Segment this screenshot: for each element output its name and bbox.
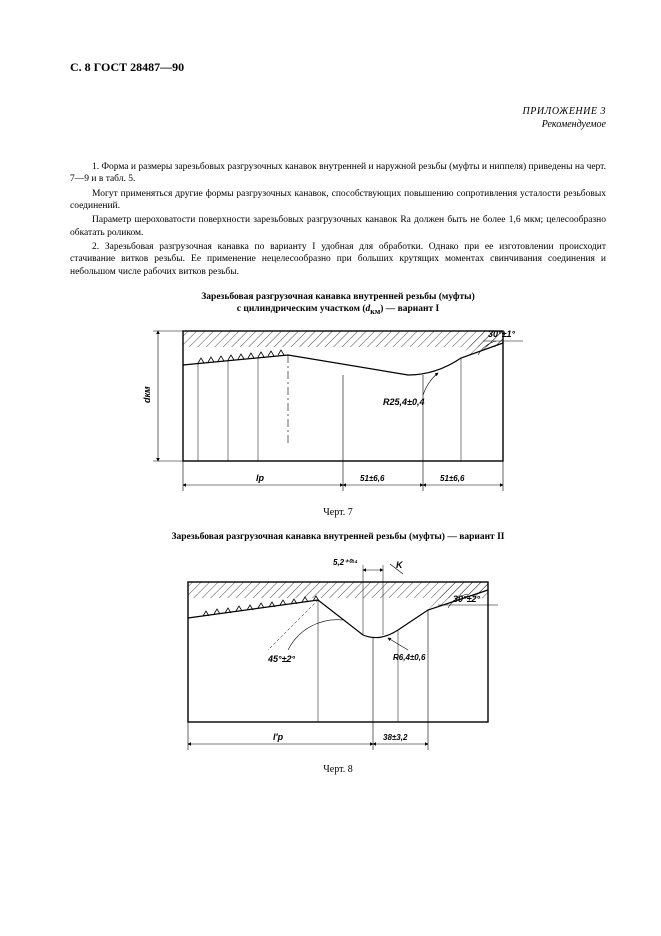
fig7-radius-label: R25,4±0,4	[383, 397, 424, 407]
fig7-cap-line1: Зарезьбовая разгрузочная канавка внутрен…	[201, 292, 474, 302]
figure-8: 5,2⁺⁰¹⁴ K 45°±2° 30°±2° R6,4±0,6 l′p 38±…	[70, 550, 606, 775]
fig7-51a-label: 51±6,6	[360, 474, 385, 483]
para-1: 1. Форма и размеры зарезьбовых разгрузоч…	[70, 161, 606, 186]
fig7-cap-line2c: км	[370, 307, 380, 316]
fig8-top-dim: 5,2⁺⁰¹⁴	[333, 558, 358, 567]
appendix-subtitle: Рекомендуемое	[70, 118, 606, 131]
para-4: 2. Зарезьбовая разгрузочная канавка по в…	[70, 241, 606, 278]
fig8-38: 38±3,2	[383, 733, 408, 742]
figure-7: R25,4±0,4 30°±1° lp 51±6,6 51±6,6	[70, 323, 606, 518]
fig8-k-label: K	[396, 560, 404, 570]
fig7-angle-label: 30°±1°	[488, 329, 516, 339]
fig7-51b-label: 51±6,6	[440, 474, 465, 483]
body-text: 1. Форма и размеры зарезьбовых разгрузоч…	[70, 161, 606, 278]
fig7-number: Черт. 7	[70, 507, 606, 518]
para-2: Могут применяться другие формы разгрузоч…	[70, 188, 606, 213]
appendix-block: ПРИЛОЖЕНИЕ 3 Рекомендуемое	[70, 105, 606, 131]
page-header: С. 8 ГОСТ 28487—90	[70, 60, 606, 75]
fig8-lp: l′p	[273, 732, 284, 742]
fig7-caption: Зарезьбовая разгрузочная канавка внутрен…	[70, 292, 606, 317]
appendix-title: ПРИЛОЖЕНИЕ 3	[70, 105, 606, 118]
fig7-cap-line2a: с цилиндрическим участком (	[237, 304, 366, 314]
fig8-angle45: 45°±2°	[267, 654, 296, 664]
fig7-lp-label: lp	[256, 473, 265, 483]
fig8-angle30: 30°±2°	[453, 594, 481, 604]
fig7-dkm-label: dкм	[142, 386, 152, 403]
para-3: Параметр шероховатости поверхности зарез…	[70, 214, 606, 239]
fig7-cap-line2d: ) — вариант I	[380, 304, 439, 314]
fig8-number: Черт. 8	[70, 764, 606, 775]
page: С. 8 ГОСТ 28487—90 ПРИЛОЖЕНИЕ 3 Рекоменд…	[0, 0, 661, 936]
fig8-caption: Зарезьбовая разгрузочная канавка внутрен…	[70, 532, 606, 544]
